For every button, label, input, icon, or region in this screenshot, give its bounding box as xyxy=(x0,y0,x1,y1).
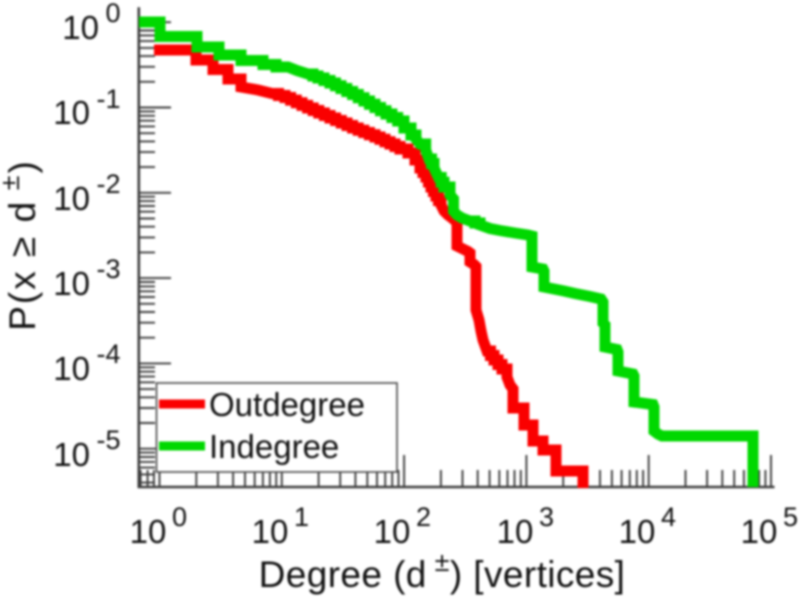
svg-text:-1: -1 xyxy=(96,84,120,114)
svg-text:0: 0 xyxy=(172,502,187,532)
svg-text:-2: -2 xyxy=(96,169,120,199)
svg-text:P(x ≥ d ±): P(x ≥ d ±) xyxy=(0,159,43,331)
svg-text:2: 2 xyxy=(416,502,431,532)
svg-text:10: 10 xyxy=(53,436,90,473)
svg-text:-4: -4 xyxy=(96,339,120,369)
svg-text:10: 10 xyxy=(53,265,90,302)
svg-text:10: 10 xyxy=(741,513,778,550)
svg-text:10: 10 xyxy=(53,350,90,387)
svg-text:Indegree: Indegree xyxy=(209,428,339,465)
svg-text:10: 10 xyxy=(252,513,289,550)
svg-text:1: 1 xyxy=(294,502,309,532)
svg-text:10: 10 xyxy=(53,180,90,217)
svg-text:-5: -5 xyxy=(96,425,120,455)
svg-text:3: 3 xyxy=(539,502,554,532)
svg-text:10: 10 xyxy=(53,94,90,131)
svg-text:5: 5 xyxy=(783,502,798,532)
svg-text:10: 10 xyxy=(130,513,167,550)
svg-text:0: 0 xyxy=(105,0,120,28)
svg-text:10: 10 xyxy=(62,9,99,46)
svg-text:10: 10 xyxy=(497,513,534,550)
svg-text:-3: -3 xyxy=(96,254,120,284)
svg-text:Outdegree: Outdegree xyxy=(209,386,365,423)
svg-text:4: 4 xyxy=(661,502,676,532)
svg-text:10: 10 xyxy=(374,513,411,550)
svg-text:Degree (d ±) [vertices]: Degree (d ±) [vertices] xyxy=(259,547,626,595)
svg-text:10: 10 xyxy=(619,513,656,550)
